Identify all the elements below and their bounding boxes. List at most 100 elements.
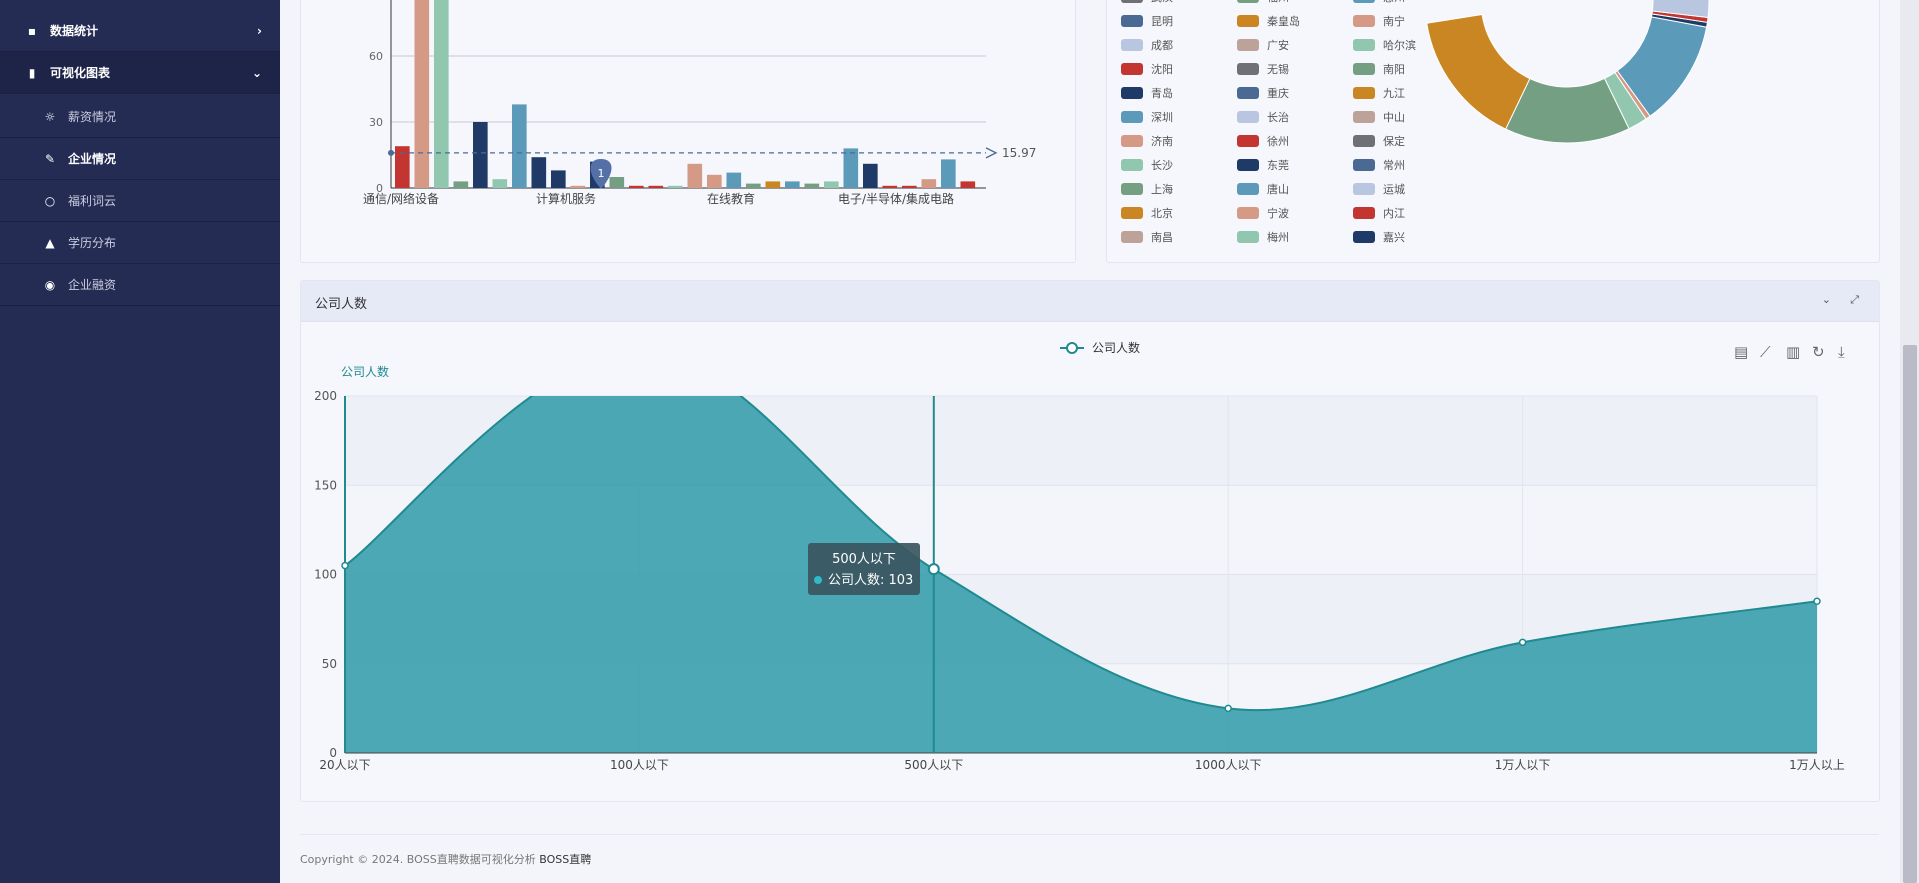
legend-label: 北京 [1151, 207, 1173, 220]
legend-item[interactable]: 中山 [1353, 109, 1405, 125]
sidebar-item-visual-charts[interactable]: ▮ 可视化图表 ⌄ [0, 52, 280, 94]
y-tick-label: 200 [314, 389, 337, 403]
legend-item[interactable]: 深圳 [1121, 109, 1173, 125]
legend-label: 哈尔滨 [1383, 39, 1416, 52]
sidebar-item-salary[interactable]: ☼ 薪资情况 [0, 96, 280, 138]
y-tick-label: 30 [369, 116, 383, 129]
bar [824, 181, 839, 188]
footer-brand[interactable]: BOSS直聘 [539, 853, 592, 866]
legend-item[interactable]: 内江 [1353, 205, 1405, 221]
bar [648, 185, 664, 188]
bar-icon[interactable]: ▥ [1786, 343, 1801, 361]
legend-item[interactable]: 惠州 [1353, 0, 1405, 5]
legend-item[interactable]: 秦皇岛 [1237, 13, 1300, 29]
legend-item[interactable]: 武汉 [1121, 0, 1173, 5]
bar [531, 157, 547, 188]
legend-label: 中山 [1383, 111, 1405, 124]
y-tick-label: 50 [322, 657, 337, 671]
legend-swatch [1353, 63, 1375, 75]
legend-item[interactable]: 南阳 [1353, 61, 1405, 77]
sidebar-item-welfare-cloud[interactable]: ○ 福利词云 [0, 180, 280, 222]
bar [941, 159, 956, 188]
legend-swatch [1237, 207, 1259, 219]
legend-item[interactable]: 福州 [1237, 0, 1289, 5]
sidebar-item-education[interactable]: ▲ 学历分布 [0, 222, 280, 264]
legend-item[interactable]: 常州 [1353, 157, 1405, 173]
legend-item[interactable]: 九江 [1353, 85, 1405, 101]
legend-item[interactable]: 东莞 [1237, 157, 1289, 173]
sidebar: ▪ 数据统计 › ▮ 可视化图表 ⌄ ☼ 薪资情况 ✎ 企业情况 ○ 福利词云 … [0, 0, 280, 883]
scrollbar-thumb[interactable] [1903, 345, 1917, 883]
legend-item[interactable]: 青岛 [1121, 85, 1173, 101]
lightbulb-icon: ○ [44, 193, 56, 208]
scrollbar[interactable] [1900, 0, 1919, 883]
bar [785, 181, 800, 188]
x-tick-label: 1000人以下 [1195, 758, 1262, 772]
legend-item[interactable]: 保定 [1353, 133, 1405, 149]
legend-label: 唐山 [1267, 183, 1289, 196]
legend-item[interactable]: 北京 [1121, 205, 1173, 221]
legend-label: 青岛 [1151, 87, 1173, 100]
legend-label: 宁波 [1267, 207, 1289, 220]
download-icon[interactable]: ⤓ [1838, 343, 1845, 361]
bar [414, 0, 430, 188]
legend-item[interactable]: 沈阳 [1121, 61, 1173, 77]
tooltip-label: 公司人数: 103 [828, 573, 913, 588]
bar [473, 122, 488, 188]
tooltip-marker [814, 576, 822, 584]
legend-swatch [1237, 111, 1259, 123]
legend-swatch [1121, 159, 1143, 171]
legend-item[interactable]: 徐州 [1237, 133, 1289, 149]
legend-swatch [1121, 183, 1143, 195]
data-view-icon[interactable]: ▤ [1734, 343, 1749, 361]
legend-label: 福州 [1267, 0, 1289, 5]
legend-item[interactable]: 宁波 [1237, 205, 1289, 221]
legend-item[interactable]: 嘉兴 [1353, 229, 1405, 245]
sidebar-item-data-stats[interactable]: ▪ 数据统计 › [0, 10, 280, 52]
sidebar-item-label: 企业融资 [68, 278, 117, 292]
data-point [1813, 597, 1821, 606]
legend-label: 沈阳 [1151, 63, 1173, 76]
legend-swatch [1237, 63, 1259, 75]
sidebar-item-financing[interactable]: ◉ 企业融资 [0, 264, 280, 306]
legend-item[interactable]: 无锡 [1237, 61, 1289, 77]
restore-icon[interactable]: ↻ [1812, 343, 1825, 361]
x-tick-label: 500人以下 [904, 758, 963, 772]
fullscreen-icon[interactable]: ⤢ [1850, 293, 1859, 306]
legend-label: 上海 [1151, 183, 1173, 196]
bar [629, 185, 644, 188]
legend-marker [1066, 342, 1078, 354]
card-header: 公司人数 ⌄ ⤢ [301, 281, 1879, 322]
legend-swatch [1121, 111, 1143, 123]
legend-item[interactable]: 上海 [1121, 181, 1173, 197]
legend-item[interactable]: 成都 [1121, 37, 1173, 53]
area-fill [345, 396, 1817, 753]
legend-label: 徐州 [1267, 135, 1289, 148]
legend-item[interactable]: 广安 [1237, 37, 1289, 53]
sidebar-item-company[interactable]: ✎ 企业情况 [0, 138, 280, 180]
legend-item[interactable]: 重庆 [1237, 85, 1289, 101]
legend-item[interactable]: 长沙 [1121, 157, 1173, 173]
bar [765, 181, 781, 188]
legend-label: 保定 [1383, 135, 1405, 148]
city-donut-chart [1426, 0, 1710, 144]
legend-item[interactable]: 南宁 [1353, 13, 1405, 29]
data-point [1224, 704, 1232, 713]
legend-item[interactable]: 梅州 [1237, 229, 1289, 245]
collapse-icon[interactable]: ⌄ [1821, 293, 1831, 306]
legend-item[interactable]: 长治 [1237, 109, 1289, 125]
legend-item[interactable]: 唐山 [1237, 181, 1289, 197]
legend-item[interactable]: 运城 [1353, 181, 1405, 197]
legend-label: 内江 [1383, 207, 1405, 220]
bar-chart-icon: ▮ [28, 65, 36, 80]
legend-item[interactable]: 济南 [1121, 133, 1173, 149]
legend-item[interactable]: 南昌 [1121, 229, 1173, 245]
legend-label: 嘉兴 [1383, 231, 1405, 244]
legend-swatch [1121, 0, 1143, 3]
line-icon[interactable]: ⟋ [1760, 343, 1771, 361]
legend-item[interactable]: 昆明 [1121, 13, 1173, 29]
legend-item[interactable]: 哈尔滨 [1353, 37, 1416, 53]
legend-swatch [1353, 207, 1375, 219]
mark-point-pin [590, 159, 612, 189]
bar [960, 181, 976, 188]
